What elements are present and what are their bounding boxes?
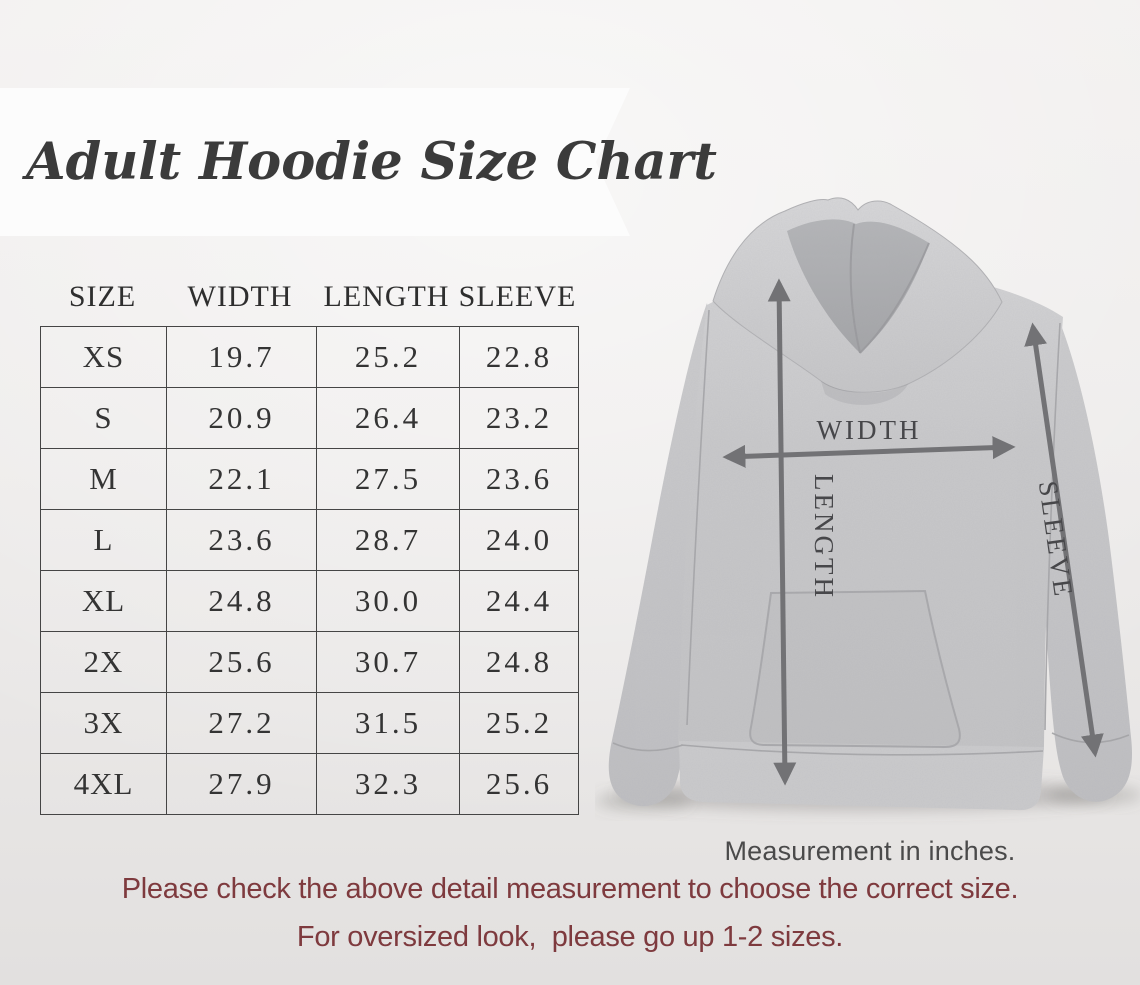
footer-line-2: For oversized look, please go up 1-2 siz…: [296, 921, 844, 953]
table-row: L 23.6 28.7 24.0: [41, 509, 578, 570]
width-cell: 24.8: [166, 571, 316, 631]
length-label: LENGTH: [809, 474, 839, 600]
length-cell: 28.7: [316, 510, 459, 570]
table-row: S 20.9 26.4 23.2: [41, 387, 578, 448]
hoodie-illustration: WIDTH LENGTH SLEEVE: [595, 185, 1140, 825]
size-table-header: SIZE WIDTH LENGTH SLEEVE: [40, 272, 577, 322]
table-row: 2X 25.6 30.7 24.8: [41, 631, 578, 692]
sleeve-cell: 25.2: [459, 693, 578, 753]
width-cell: 22.1: [166, 449, 316, 509]
column-header: SIZE: [68, 280, 137, 313]
sleeve-cell: 23.2: [459, 388, 578, 448]
sleeve-cell: 24.4: [459, 571, 578, 631]
size-cell: L: [93, 522, 114, 557]
title-ribbon: [0, 88, 630, 236]
sleeve-arrow: [1024, 322, 1104, 758]
size-cell: 2X: [83, 644, 124, 679]
sleeve-cell: 24.8: [459, 632, 578, 692]
width-cell: 20.9: [166, 388, 316, 448]
width-cell: 25.6: [166, 632, 316, 692]
size-cell: XS: [82, 339, 125, 374]
sleeve-cell: 22.8: [459, 327, 578, 387]
page-title: Adult Hoodie Size Chart: [26, 132, 717, 192]
length-cell: 32.3: [316, 754, 459, 814]
width-cell: 19.7: [166, 327, 316, 387]
length-cell: 27.5: [316, 449, 459, 509]
size-cell: S: [94, 400, 113, 435]
column-header: SLEEVE: [458, 280, 577, 313]
sleeve-cell: 25.6: [459, 754, 578, 814]
column-header: LENGTH: [323, 280, 450, 313]
units-caption: Measurement in inches.: [724, 836, 1016, 866]
length-cell: 30.7: [316, 632, 459, 692]
sleeve-cell: 24.0: [459, 510, 578, 570]
footer-notes: Please check the above detail measuremen…: [0, 873, 1140, 954]
table-row: 4XL 27.9 32.3 25.6: [41, 753, 578, 814]
length-cell: 25.2: [316, 327, 459, 387]
length-cell: 30.0: [316, 571, 459, 631]
sleeve-cell: 23.6: [459, 449, 578, 509]
size-cell: XL: [81, 583, 126, 618]
table-row: XS 19.7 25.2 22.8: [41, 327, 578, 387]
width-arrow: [722, 436, 1016, 468]
width-label: WIDTH: [817, 415, 922, 445]
length-arrow: [767, 278, 797, 786]
length-cell: 31.5: [316, 693, 459, 753]
size-table: XS 19.7 25.2 22.8 S 20.9 26.4 23.2 M 22.…: [40, 326, 579, 815]
column-header: WIDTH: [187, 280, 293, 313]
length-cell: 26.4: [316, 388, 459, 448]
width-cell: 23.6: [166, 510, 316, 570]
table-row: 3X 27.2 31.5 25.2: [41, 692, 578, 753]
width-cell: 27.2: [166, 693, 316, 753]
width-cell: 27.9: [166, 754, 316, 814]
footer-line-1: Please check the above detail measuremen…: [121, 873, 1019, 905]
table-row: XL 24.8 30.0 24.4: [41, 570, 578, 631]
size-cell: 3X: [83, 705, 124, 740]
size-cell: 4XL: [73, 766, 134, 801]
size-cell: M: [89, 461, 118, 496]
table-row: M 22.1 27.5 23.6: [41, 448, 578, 509]
